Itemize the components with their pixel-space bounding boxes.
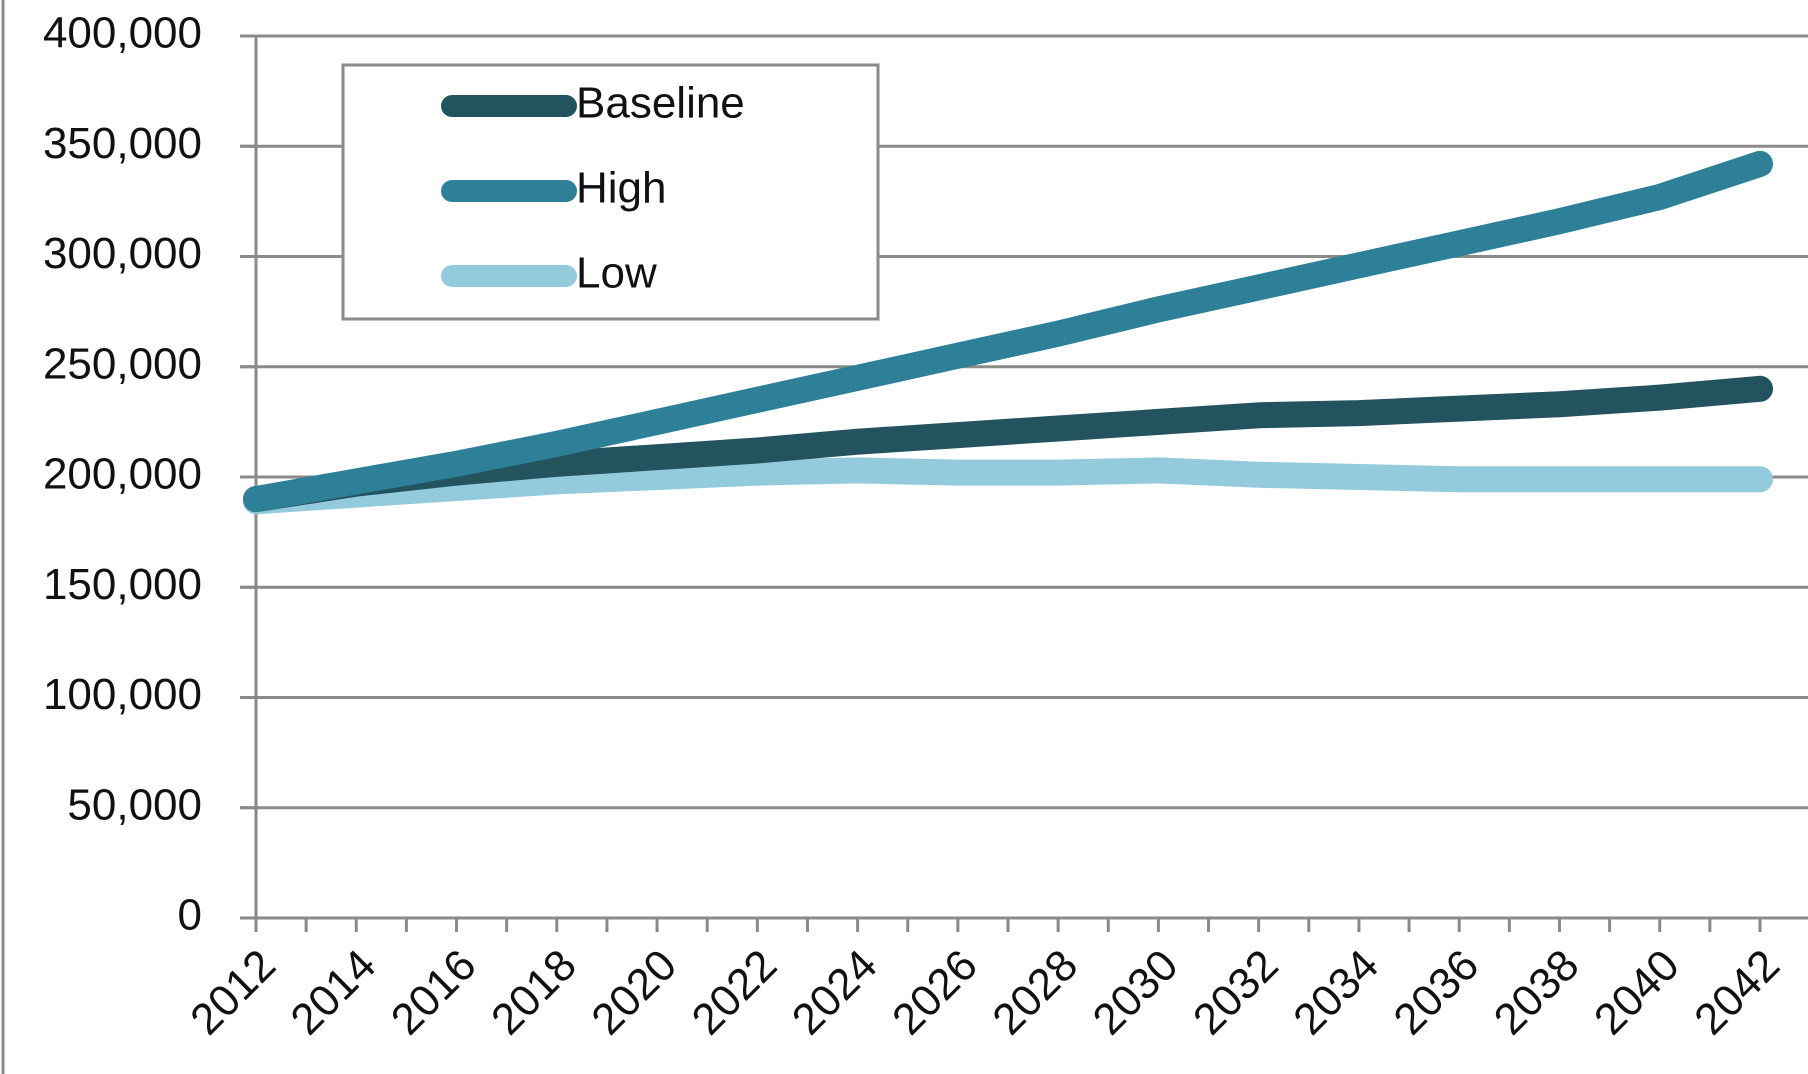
legend-label-baseline: Baseline <box>576 79 745 128</box>
y-tick-label: 100,000 <box>43 670 202 719</box>
series-line-low <box>243 457 1773 515</box>
series-line-baseline <box>243 375 1773 513</box>
legend: Baseline High Low <box>341 63 880 321</box>
y-tick-label: 50,000 <box>67 780 202 829</box>
y-axis-ticks: 0 50,000 100,000 150,000 200,000 250,000 300,0… <box>43 9 256 940</box>
legend-label-low: Low <box>576 249 657 298</box>
y-tick-label: 400,000 <box>43 9 202 58</box>
y-tick-label: 200,000 <box>43 450 202 499</box>
y-tick-label: 150,000 <box>43 560 202 609</box>
series-line-high <box>243 150 1773 513</box>
y-tick-label: 300,000 <box>43 229 202 278</box>
y-tick-label: 250,000 <box>43 339 202 388</box>
series-lines <box>243 150 1773 515</box>
legend-label-high: High <box>576 164 667 213</box>
legend-box <box>341 63 880 321</box>
y-tick-label: 0 <box>178 891 202 940</box>
y-tick-label: 350,000 <box>43 119 202 168</box>
